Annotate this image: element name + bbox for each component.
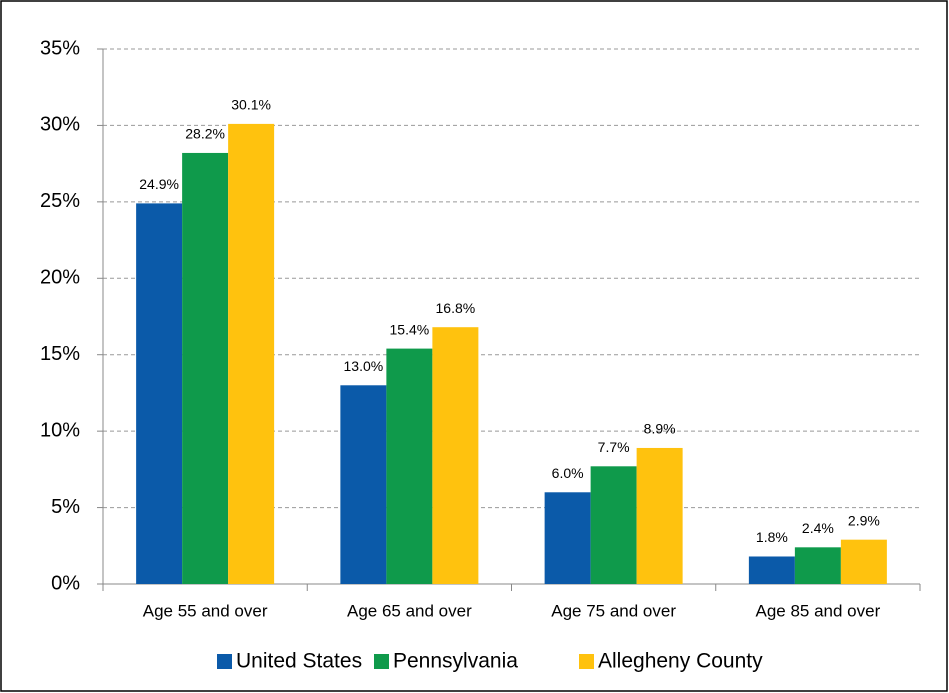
bar [228, 123, 275, 585]
y-tick-label: 5% [51, 496, 80, 518]
value-label: 2.9% [848, 512, 880, 528]
value-label: 7.7% [598, 439, 630, 455]
legend-swatch [579, 654, 594, 669]
bar [794, 547, 841, 584]
y-tick-label: 15% [40, 343, 80, 365]
value-label: 30.1% [231, 97, 271, 113]
bar [544, 492, 591, 584]
y-tick-label: 20% [40, 267, 80, 289]
bar [340, 385, 387, 584]
value-label: 6.0% [552, 465, 584, 481]
x-tick-label: Age 65 and over [347, 601, 472, 620]
legend-swatch [374, 654, 389, 669]
value-label: 28.2% [185, 126, 225, 142]
legend-swatch [217, 654, 232, 669]
bar [136, 203, 183, 584]
value-label: 15.4% [390, 321, 430, 337]
legend-label: Pennsylvania [393, 650, 518, 673]
x-tick-label: Age 75 and over [551, 601, 676, 620]
legend-label: United States [236, 650, 362, 673]
value-label: 1.8% [756, 529, 788, 545]
bar [636, 447, 683, 584]
legend-label: Allegheny County [598, 650, 763, 673]
value-label: 8.9% [644, 421, 676, 437]
y-tick-label: 35% [40, 37, 80, 59]
value-label: 24.9% [139, 176, 179, 192]
y-tick-label: 30% [40, 114, 80, 136]
bar [182, 152, 229, 584]
value-label: 13.0% [344, 358, 384, 374]
value-label: 16.8% [436, 300, 476, 316]
y-tick-label: 0% [51, 572, 80, 594]
x-tick-label: Age 55 and over [143, 601, 268, 620]
bar [840, 539, 887, 584]
y-tick-label: 25% [40, 190, 80, 212]
x-tick-label: Age 85 and over [755, 601, 880, 620]
value-label: 2.4% [802, 520, 834, 536]
bar [432, 327, 479, 584]
bar [590, 466, 637, 584]
bar [748, 556, 795, 584]
bar [386, 348, 433, 584]
y-tick-label: 10% [40, 419, 80, 441]
